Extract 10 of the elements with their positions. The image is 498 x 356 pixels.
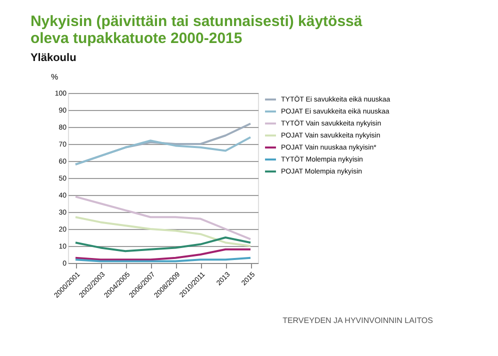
- line-series: [74, 216, 252, 247]
- line-series: [74, 196, 252, 240]
- line-series: [74, 248, 252, 261]
- text: oleva tupakkatuote 2000-2015: [30, 30, 242, 47]
- text: TERVEYDEN JA HYVINVOINNIN LAITOS: [282, 316, 433, 325]
- line-series: [74, 136, 252, 166]
- y-axis-title: %: [50, 72, 58, 82]
- chart-subtitle: Yläkoulu: [30, 52, 76, 64]
- line-series: [74, 236, 252, 252]
- text: Nykyisin (päivittäin tai satunnaisesti) käytössä: [30, 13, 362, 30]
